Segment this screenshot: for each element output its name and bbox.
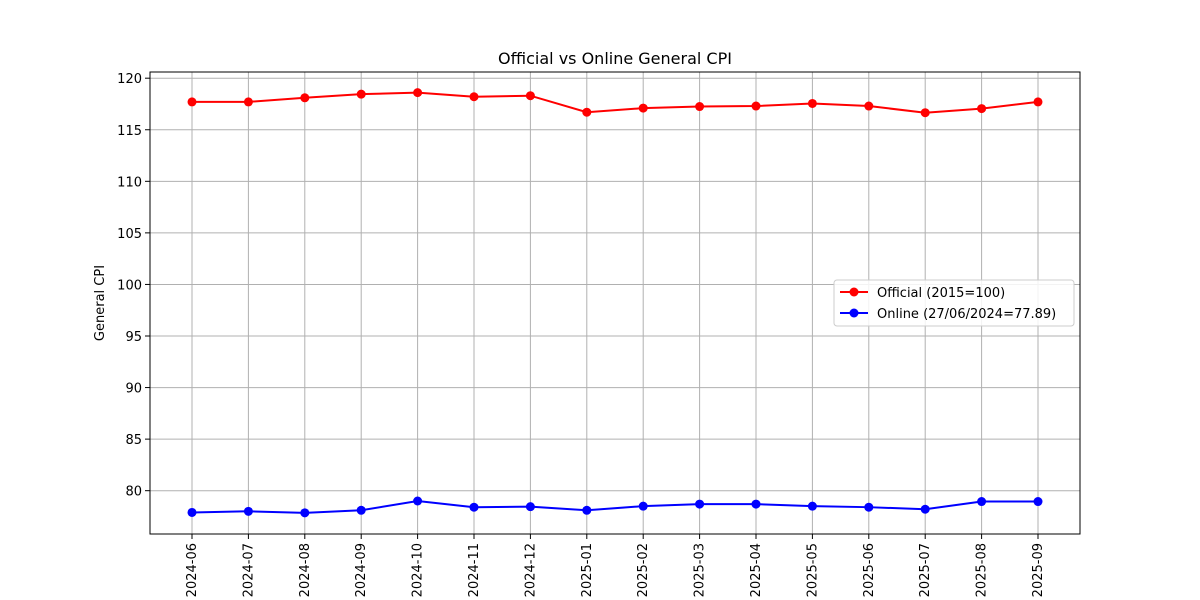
data-point — [1033, 97, 1043, 107]
y-tick-label: 80 — [125, 485, 142, 500]
data-point — [243, 506, 253, 516]
data-point — [187, 97, 197, 107]
x-tick-label: 2024-06 — [185, 543, 200, 597]
data-point — [187, 507, 197, 517]
data-point — [695, 102, 705, 112]
axis-layer: 2024-06 2024-07 2024-08 2024-09 2024-10 2024-… — [117, 72, 1046, 597]
y-tick-label: 95 — [125, 330, 142, 345]
y-tick-label: 85 — [125, 433, 142, 448]
x-tick-label: 2024-10 — [411, 543, 426, 597]
data-point — [356, 505, 366, 515]
data-point — [864, 502, 874, 512]
data-point — [300, 93, 310, 103]
data-point — [920, 108, 930, 118]
legend-box — [833, 279, 1075, 327]
y-tick-label: 120 — [117, 72, 142, 87]
data-point — [864, 101, 874, 111]
data-point — [807, 98, 817, 108]
y-axis-label: General CPI — [93, 265, 108, 341]
data-point — [582, 107, 592, 117]
x-tick-label: 2024-11 — [467, 543, 482, 597]
data-point — [525, 91, 535, 101]
series-1 — [187, 496, 1043, 518]
data-point — [807, 501, 817, 511]
y-tick-label: 115 — [117, 124, 142, 139]
plot-frame — [149, 71, 1081, 535]
legend: Official (2015=100) Online (27/06/2024=77… — [833, 279, 1075, 327]
data-point — [638, 501, 648, 511]
legend-marker — [849, 287, 859, 297]
data-point — [977, 104, 987, 114]
x-tick-label: 2025-06 — [862, 543, 877, 597]
data-point — [525, 502, 535, 512]
chart-title: Official vs Online General CPI — [498, 49, 732, 68]
legend-entry: Online (27/06/2024=77.89) — [840, 307, 1056, 322]
x-tick-label: 2024-08 — [298, 543, 313, 597]
data-point — [413, 88, 423, 98]
data-point — [413, 496, 423, 506]
x-tick-label: 2024-12 — [523, 543, 538, 597]
x-tick-label: 2025-05 — [805, 543, 820, 597]
x-tick-label: 2025-02 — [636, 543, 651, 597]
data-point — [356, 89, 366, 99]
data-point — [977, 497, 987, 507]
data-point — [751, 101, 761, 111]
data-point — [243, 97, 253, 107]
x-tick-label: 2025-03 — [693, 543, 708, 597]
x-tick-label: 2025-08 — [975, 543, 990, 597]
x-tick-label: 2025-01 — [580, 543, 595, 597]
data-point — [920, 504, 930, 514]
data-point — [638, 103, 648, 113]
y-tick-label: 105 — [117, 227, 142, 242]
y-tick-label: 100 — [117, 278, 142, 293]
x-tick-label: 2025-09 — [1031, 543, 1046, 597]
x-tick-label: 2025-07 — [918, 543, 933, 597]
y-tick-label: 110 — [117, 175, 142, 190]
data-point — [300, 508, 310, 518]
x-tick-label: 2024-07 — [241, 543, 256, 597]
series-layer — [187, 88, 1043, 518]
data-point — [582, 505, 592, 515]
legend-marker — [849, 308, 859, 318]
series-0 — [187, 88, 1043, 118]
data-point — [695, 499, 705, 509]
x-tick-label: 2024-09 — [354, 543, 369, 597]
data-point — [751, 499, 761, 509]
legend-label: Official (2015=100) — [877, 286, 1005, 301]
legend-entry: Official (2015=100) — [840, 286, 1005, 301]
y-tick-label: 90 — [125, 382, 142, 397]
data-point — [1033, 497, 1043, 507]
data-point — [469, 502, 479, 512]
legend-label: Online (27/06/2024=77.89) — [877, 307, 1056, 322]
data-point — [469, 92, 479, 102]
series-line — [192, 91, 1039, 114]
series-line — [191, 499, 1038, 514]
x-tick-label: 2025-04 — [749, 543, 764, 597]
